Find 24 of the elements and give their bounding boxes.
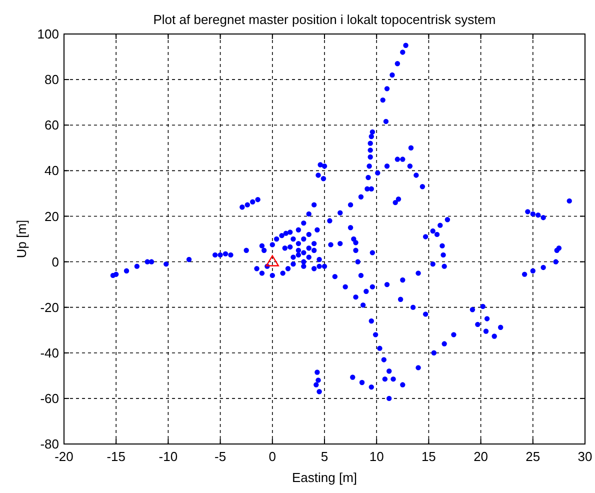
y-tick-label: 60: [44, 118, 59, 133]
x-tick-label: -10: [158, 449, 178, 464]
y-tick-label: 20: [44, 208, 59, 224]
y-axis-title: Up [m]: [14, 220, 29, 258]
y-tick-label: 0: [52, 254, 59, 270]
y-tick-label: 80: [44, 72, 59, 88]
y-tick-label: -60: [40, 390, 59, 406]
x-tick-label: 25: [526, 449, 540, 464]
x-tick-label: 10: [369, 449, 384, 464]
x-tick-label: 0: [268, 449, 276, 464]
x-tick-label: -15: [106, 449, 126, 464]
chart-title: Plot af beregnet master position i lokalt topocentrisk system: [153, 12, 496, 27]
x-tick-label: 5: [320, 449, 328, 464]
x-tick-label: 20: [474, 449, 488, 464]
x-tick-label: 15: [421, 449, 436, 464]
y-tick-label: -20: [40, 300, 59, 315]
y-tick-label: -80: [40, 436, 59, 452]
y-tick-label: -40: [40, 345, 59, 360]
x-tick-label: -5: [214, 449, 226, 464]
y-tick-label: 100: [37, 26, 59, 42]
x-tick-label: -20: [54, 449, 74, 464]
x-axis-title: Easting [m]: [292, 470, 358, 485]
x-tick-label: 30: [578, 449, 592, 464]
y-tick-label: 40: [44, 163, 59, 178]
